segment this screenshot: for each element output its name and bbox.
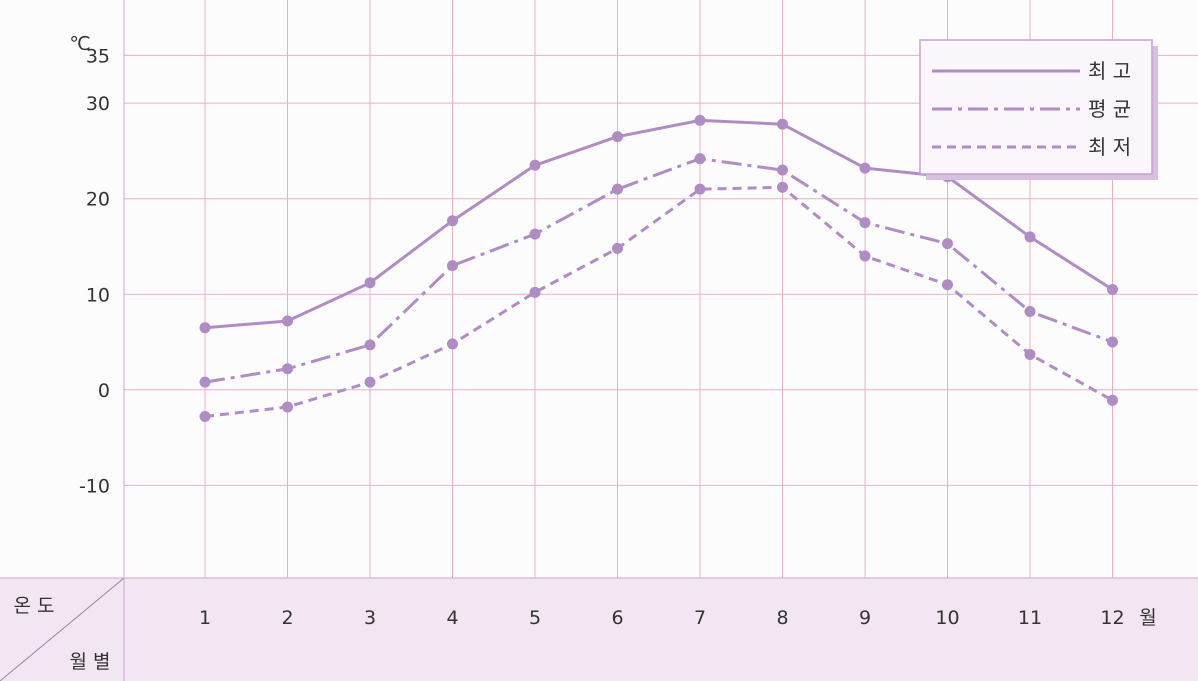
y-unit-label: ℃ [69,33,90,55]
legend-label-2: 최 저 [1088,135,1131,159]
series-line-1 [204,157,1114,384]
point-1-11 [1107,336,1118,348]
legend: 최 고평 균최 저 [919,39,1158,180]
data-series [199,114,1118,423]
point-1-3 [447,260,458,272]
series-1 [199,153,1118,388]
legend-label-1: 평 균 [1088,97,1131,121]
point-2-0 [199,411,211,423]
corner-header-month: 월 별 [70,651,111,673]
x-tick-label-6: 7 [694,607,706,629]
corner-divider [0,577,125,681]
point-0-6 [694,114,706,126]
point-2-4 [529,286,541,298]
point-1-9 [942,238,953,250]
y-tick-label-0: 35 [86,45,110,67]
point-1-8 [859,217,871,229]
point-2-10 [1024,348,1036,360]
point-0-8 [859,162,871,174]
x-tick-label-1: 2 [281,607,293,629]
y-tick-labels: 35 30 20 10 0 -10 [79,45,110,497]
point-2-1 [282,401,293,413]
point-0-2 [364,277,376,289]
point-1-2 [364,339,376,351]
point-0-1 [282,315,293,327]
point-2-5 [612,242,623,254]
month-band [0,578,1198,681]
point-1-7 [777,164,788,176]
y-tick-label-4: 0 [98,380,110,402]
point-2-7 [777,181,788,193]
x-tick-label-3: 4 [446,607,458,629]
point-2-6 [694,183,706,195]
series-line-0 [204,118,1114,330]
x-tick-label-10: 11 [1018,607,1042,629]
x-tick-labels: 1 2 3 4 5 6 7 8 9 10 11 12 [199,607,1125,629]
point-1-1 [282,363,293,375]
point-1-6 [694,153,706,165]
y-tick-label-1: 30 [86,93,110,115]
x-tick-label-0: 1 [199,607,211,629]
point-2-3 [447,338,458,350]
x-tick-label-8: 9 [859,607,871,629]
point-0-0 [199,322,211,334]
point-1-0 [199,376,211,388]
legend-box [919,39,1153,175]
point-0-5 [612,131,623,143]
point-0-7 [777,118,788,130]
point-1-5 [612,183,623,195]
point-0-10 [1024,231,1036,243]
x-tick-label-4: 5 [529,607,541,629]
point-2-8 [859,250,871,262]
series-line-2 [204,185,1114,418]
point-0-4 [529,159,541,171]
x-tick-label-11: 12 [1100,607,1124,629]
x-tick-label-5: 6 [611,607,623,629]
series-2 [199,181,1118,423]
point-1-4 [529,228,541,240]
point-1-10 [1024,305,1036,317]
point-0-11 [1107,283,1118,295]
x-tick-label-2: 3 [364,607,376,629]
point-2-9 [942,279,953,291]
corner-header-temperature: 온 도 [14,595,55,617]
y-tick-label-2: 20 [86,189,110,211]
y-tick-label-3: 10 [86,284,110,306]
point-0-3 [447,215,458,227]
y-tick-label-5: -10 [79,475,110,497]
month-suffix: 월 [1139,607,1156,629]
legend-label-0: 최 고 [1088,59,1131,83]
x-tick-label-9: 10 [935,607,959,629]
point-2-11 [1107,394,1118,406]
point-2-2 [364,376,376,388]
x-tick-label-7: 8 [776,607,788,629]
